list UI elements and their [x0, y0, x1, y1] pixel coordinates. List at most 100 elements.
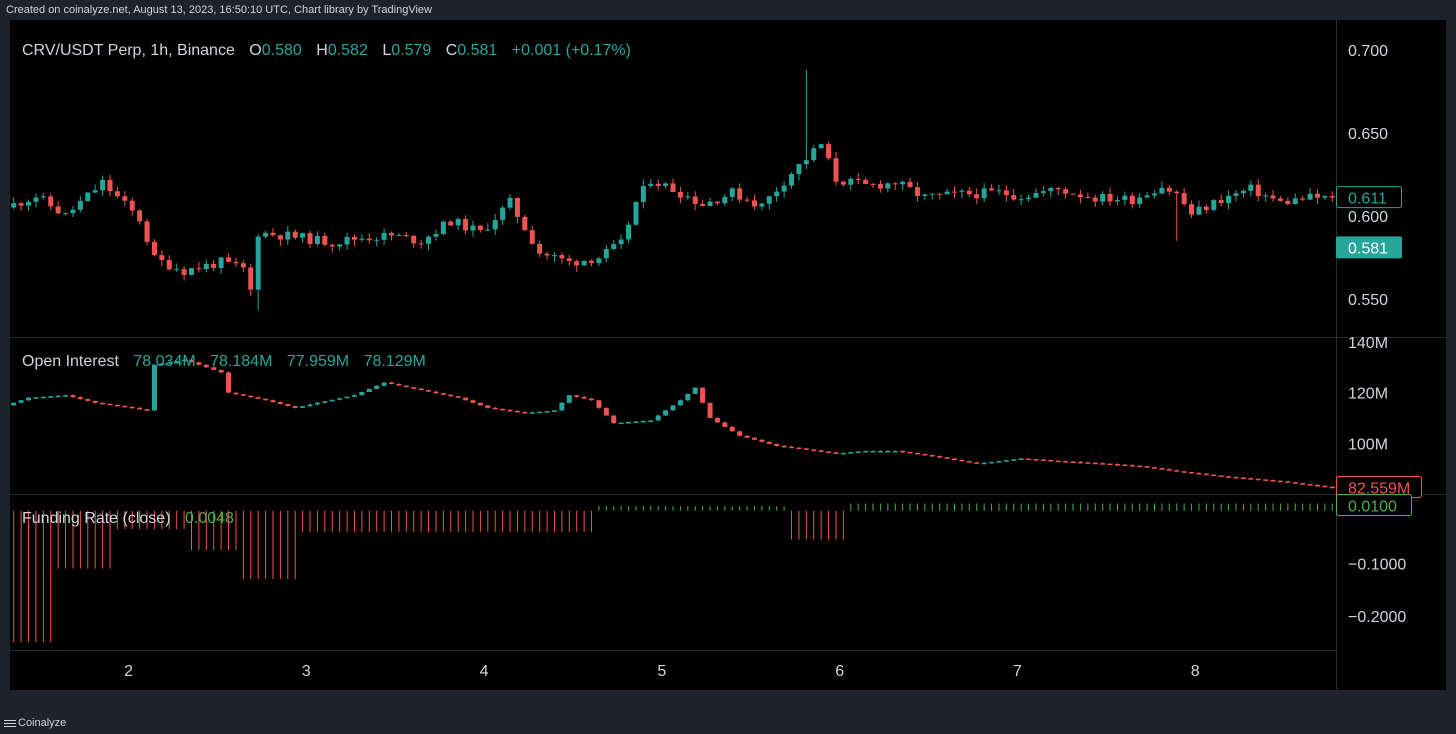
oi-candle — [537, 411, 543, 414]
oi-candle — [218, 369, 224, 373]
price-candle — [877, 183, 883, 189]
oi-candle — [737, 431, 743, 436]
price-candle — [826, 144, 832, 159]
price-candle — [1263, 195, 1269, 197]
price-candle — [351, 236, 357, 240]
oi-candle — [1211, 474, 1217, 477]
oi-candle — [966, 461, 972, 463]
price-candle — [648, 183, 654, 187]
chart-svg[interactable]: 0.700 0.650 0.600 0.550 0.611 0.581 CRV/USDT… — [10, 20, 1446, 690]
price-candle — [1107, 193, 1113, 202]
price-candle — [1218, 200, 1224, 204]
price-y-axis[interactable]: 0.700 0.650 0.600 0.550 — [1348, 43, 1388, 309]
oi-candle — [818, 450, 824, 452]
oi-candle — [500, 408, 506, 411]
price-candle — [611, 244, 617, 250]
oi-candle — [1248, 478, 1254, 480]
oi-candle — [18, 400, 24, 403]
oi-candle — [744, 435, 750, 438]
ohlc-high-value: 0.582 — [328, 42, 368, 59]
oi-candle — [1114, 464, 1120, 466]
oi-candle — [1122, 464, 1128, 467]
oi-candle — [1011, 459, 1017, 461]
price-candle — [966, 190, 972, 195]
oi-candle — [1196, 472, 1202, 475]
oi-candle — [751, 437, 757, 440]
ohlc-close-value: 0.581 — [457, 42, 497, 59]
oi-candle — [1322, 485, 1328, 488]
price-candle — [485, 229, 491, 231]
oi-candle — [455, 396, 461, 398]
price-candle — [314, 235, 320, 244]
oi-candle — [263, 398, 269, 401]
price-candle — [603, 249, 609, 259]
price-candle — [596, 258, 602, 264]
price-candle — [1248, 184, 1254, 191]
price-candle — [989, 188, 995, 191]
oi-candle — [63, 395, 69, 397]
price-candle — [885, 183, 891, 189]
time-axis[interactable]: 2 3 4 5 6 7 8 — [124, 663, 1200, 680]
oi-candle — [203, 364, 209, 368]
oi-candle — [300, 406, 306, 408]
oi-tick-label: 120M — [1348, 386, 1388, 403]
price-candle — [1174, 191, 1180, 194]
price-candle — [1152, 193, 1158, 196]
price-legend: CRV/USDT Perp, 1h, Binance O0.580 H0.582… — [22, 42, 631, 59]
price-candle — [11, 203, 17, 208]
price-candle — [129, 200, 135, 211]
oi-candle — [11, 402, 17, 406]
price-candle — [1011, 195, 1017, 200]
oi-candle — [522, 411, 528, 414]
funding-y-axis[interactable]: −0.1000 −0.2000 — [1348, 556, 1406, 626]
oi-candle — [77, 397, 83, 399]
oi-candle — [477, 402, 483, 406]
funding-bars — [13, 503, 1333, 643]
oi-candle — [803, 448, 809, 450]
chart-container[interactable]: 0.700 0.650 0.600 0.550 0.611 0.581 CRV/USDT… — [10, 20, 1446, 690]
price-last-tag-box — [1336, 236, 1402, 259]
oi-candle — [270, 400, 276, 403]
oi-candle — [863, 450, 869, 453]
oi-candle — [196, 362, 202, 365]
oi-candle — [1070, 461, 1076, 463]
price-candle — [181, 269, 187, 275]
price-candle — [744, 199, 750, 201]
oi-candle — [255, 397, 261, 399]
oi-candle — [1085, 462, 1091, 464]
oi-candle — [618, 422, 624, 425]
oi-candle — [1240, 477, 1246, 480]
price-candle — [559, 255, 565, 259]
oi-y-axis[interactable]: 140M 120M 100M — [1348, 335, 1388, 453]
price-candle — [566, 258, 572, 262]
price-candle — [426, 236, 432, 244]
price-candle — [737, 188, 743, 200]
price-candle — [751, 200, 757, 207]
price-candle — [440, 221, 446, 234]
price-candle — [1026, 197, 1032, 200]
oi-candle — [366, 388, 372, 393]
oi-candle — [144, 409, 150, 411]
oi-candle — [418, 388, 424, 391]
funding-legend-value: 0.0048 — [185, 510, 234, 527]
price-candle — [381, 232, 387, 240]
oi-candle — [1300, 483, 1306, 485]
oi-candle — [1152, 467, 1158, 469]
price-candle — [914, 187, 920, 197]
price-candle — [263, 232, 269, 237]
oi-candle — [389, 382, 395, 385]
coinalyze-logo[interactable]: Coinalyze — [4, 712, 66, 734]
price-candle — [1314, 193, 1320, 198]
price-candle — [840, 181, 846, 185]
menu-icon — [4, 718, 16, 729]
price-candle — [1329, 196, 1335, 198]
price-candle — [1159, 187, 1165, 194]
price-candle — [796, 164, 802, 175]
oi-candle — [840, 452, 846, 455]
oi-tick-label: 140M — [1348, 335, 1388, 352]
price-candle — [322, 235, 328, 245]
price-candle — [26, 201, 32, 206]
price-candle — [1189, 204, 1195, 215]
oi-candle — [1292, 482, 1298, 484]
price-candle — [300, 233, 306, 238]
